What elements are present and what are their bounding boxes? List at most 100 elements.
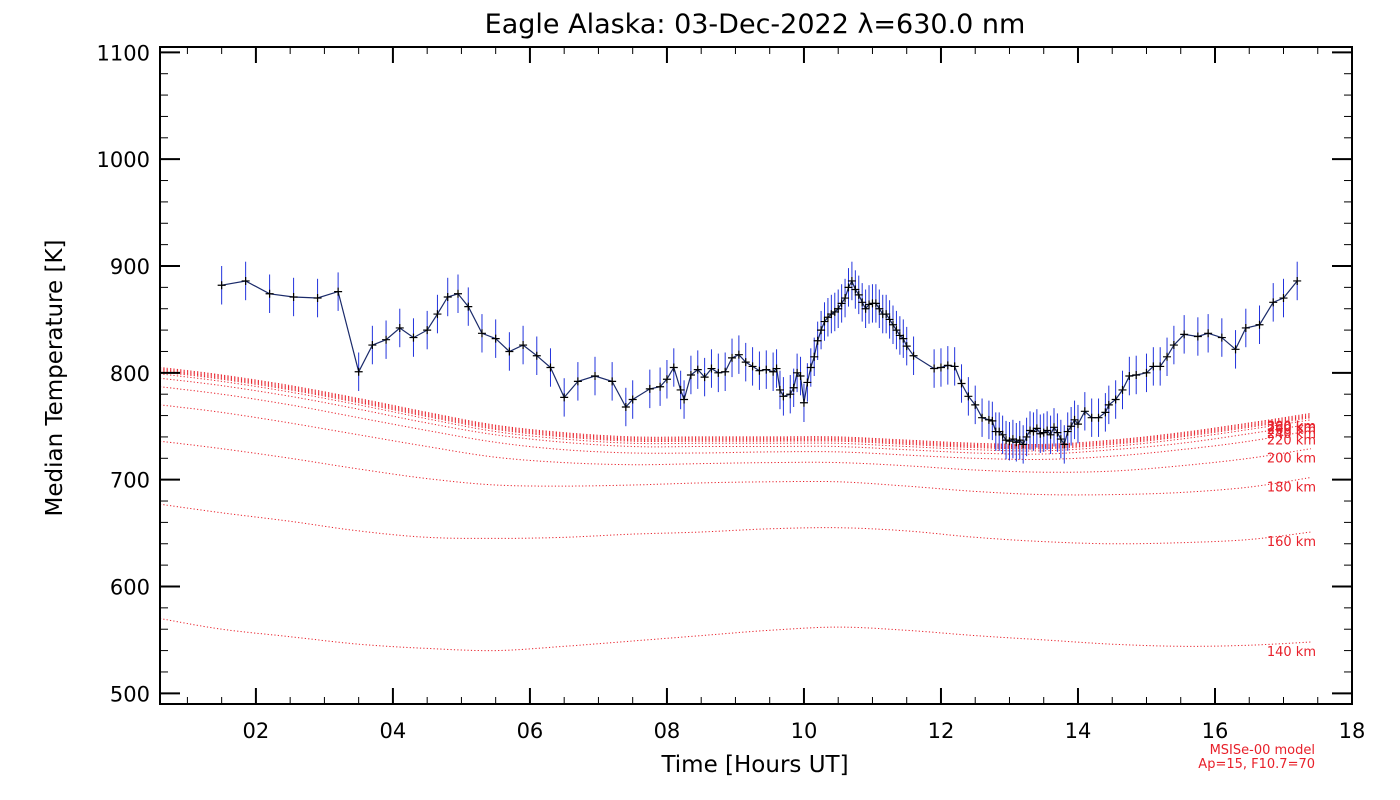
data-point bbox=[799, 398, 808, 407]
y-tick-label: 500 bbox=[110, 682, 150, 706]
data-point bbox=[395, 323, 404, 332]
data-point bbox=[772, 364, 781, 373]
data-point bbox=[1056, 435, 1065, 444]
data-point bbox=[686, 370, 695, 379]
data-point bbox=[676, 385, 685, 394]
data-point bbox=[1204, 329, 1213, 338]
data-point bbox=[1293, 276, 1302, 285]
data-point bbox=[789, 383, 798, 392]
model-curve bbox=[159, 618, 1311, 652]
data-point bbox=[892, 326, 901, 335]
data-point bbox=[1255, 320, 1264, 329]
data-point bbox=[1169, 341, 1178, 350]
data-point bbox=[902, 342, 911, 351]
data-point bbox=[628, 395, 637, 404]
data-point bbox=[645, 384, 654, 393]
axes: 02 04 06 08 10 12 14 16 18 500 600 700 800 900 1000 110… bbox=[97, 41, 1366, 743]
y-tick-label: 700 bbox=[110, 469, 150, 493]
data-point bbox=[680, 395, 689, 404]
model-curve bbox=[159, 440, 1311, 496]
data-point bbox=[1022, 432, 1031, 441]
data-point bbox=[1101, 408, 1110, 417]
data-point bbox=[1080, 407, 1089, 416]
data-point bbox=[573, 377, 582, 386]
altitude-label: 180 km bbox=[1267, 481, 1316, 496]
data-point bbox=[803, 378, 812, 387]
model-curve bbox=[159, 369, 1311, 448]
chart-title: Eagle Alaska: 03-Dec-2022 λ=630.0 nm bbox=[485, 9, 1026, 40]
data-point bbox=[779, 392, 788, 401]
data-point bbox=[560, 393, 569, 402]
data-point bbox=[443, 292, 452, 301]
data-point bbox=[1005, 437, 1014, 446]
data-point bbox=[762, 365, 771, 374]
data-point bbox=[734, 350, 743, 359]
model-curve bbox=[159, 386, 1311, 460]
data-point bbox=[861, 304, 870, 313]
data-point bbox=[820, 317, 829, 326]
data-point bbox=[728, 353, 737, 362]
x-tick-label: 14 bbox=[1065, 719, 1092, 743]
altitude-label: 260 km bbox=[1267, 423, 1316, 438]
data-point bbox=[847, 276, 856, 285]
data-point bbox=[1269, 298, 1278, 307]
data-point bbox=[1050, 423, 1058, 432]
data-point bbox=[1087, 413, 1096, 422]
data-point bbox=[1043, 426, 1052, 435]
data-point bbox=[950, 362, 959, 371]
x-axis-label: Time [Hours UT] bbox=[660, 752, 848, 778]
data-point bbox=[621, 403, 630, 412]
data-point bbox=[851, 285, 860, 294]
model-curve bbox=[159, 404, 1311, 473]
data-point bbox=[755, 366, 764, 375]
model-curve bbox=[159, 368, 1311, 447]
data-point bbox=[334, 287, 343, 296]
data-point bbox=[423, 326, 432, 335]
data-point bbox=[454, 289, 462, 298]
altitude-label: 280 km bbox=[1267, 421, 1316, 436]
x-tick-label: 12 bbox=[928, 719, 955, 743]
data-point bbox=[721, 367, 730, 376]
data-point bbox=[289, 292, 298, 301]
model-name: MSISe-00 model bbox=[1210, 743, 1315, 758]
data-point bbox=[943, 361, 952, 370]
data-point bbox=[656, 382, 665, 391]
data-point bbox=[971, 400, 980, 409]
data-point bbox=[1149, 362, 1158, 371]
data-point bbox=[546, 363, 555, 372]
model-curve bbox=[159, 371, 1311, 450]
data-point bbox=[1002, 436, 1011, 445]
data-point bbox=[786, 390, 795, 399]
data-point bbox=[1067, 422, 1076, 431]
data-point bbox=[1142, 368, 1151, 377]
data-point bbox=[693, 365, 702, 374]
altitude-label: 160 km bbox=[1267, 535, 1316, 550]
data-point bbox=[1015, 436, 1024, 445]
data-point bbox=[217, 281, 226, 290]
model-curve bbox=[159, 367, 1311, 446]
x-tick-label: 10 bbox=[791, 719, 818, 743]
data-point bbox=[464, 302, 473, 311]
data-point bbox=[865, 300, 874, 309]
x-tick-label: 06 bbox=[517, 719, 544, 743]
data-point bbox=[817, 326, 826, 335]
data-point bbox=[532, 351, 541, 360]
data-point bbox=[909, 351, 918, 360]
altitude-label: 300 km bbox=[1267, 420, 1316, 435]
altitude-label: 140 km bbox=[1267, 645, 1316, 660]
data-point bbox=[813, 336, 822, 345]
data-point bbox=[382, 335, 391, 344]
data-point bbox=[871, 299, 880, 308]
data-point bbox=[899, 334, 908, 343]
data-point bbox=[885, 315, 894, 324]
data-point bbox=[1111, 395, 1120, 404]
y-tick-label: 600 bbox=[110, 575, 150, 599]
data-point bbox=[1063, 427, 1072, 436]
data-point bbox=[806, 363, 815, 372]
y-tick-label: 1000 bbox=[97, 148, 150, 172]
data-point bbox=[662, 375, 671, 384]
data-point bbox=[854, 290, 863, 299]
data-point bbox=[889, 320, 898, 329]
data-point bbox=[1104, 400, 1113, 409]
